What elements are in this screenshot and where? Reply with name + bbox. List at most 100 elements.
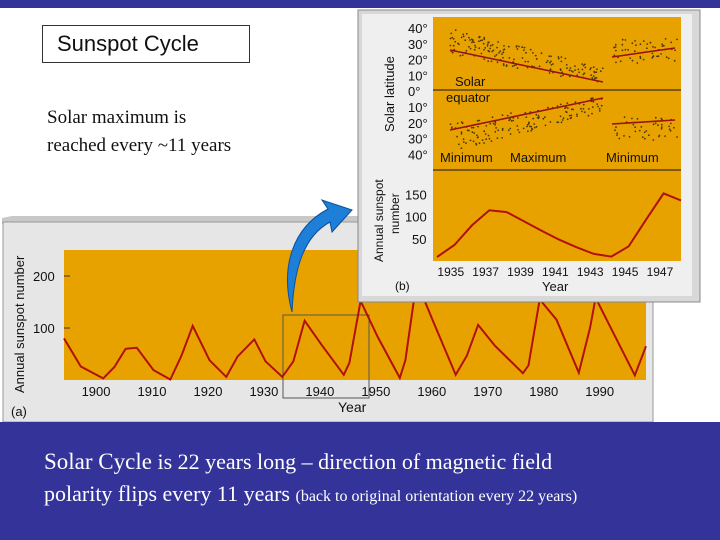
sunspot-dot: [660, 127, 663, 130]
sunspot-dot: [574, 69, 576, 71]
panel-b: 40°30°20°10°0°10°20°30°40° Solar latitud…: [357, 9, 701, 303]
sunspot-dot: [676, 38, 678, 41]
sunspot-dot: [495, 127, 497, 129]
sunspot-dot: [584, 66, 587, 69]
sunspot-dot: [578, 71, 580, 74]
sunspot-dot: [583, 72, 586, 75]
panel-a-label: (a): [11, 404, 27, 419]
sunspot-dot: [486, 43, 489, 46]
sunspot-dot: [478, 40, 480, 43]
latitude-tick: 40°: [408, 147, 428, 162]
sunspot-dot: [516, 125, 519, 127]
sunspot-dot: [518, 45, 520, 48]
panel-b-label: (b): [395, 279, 410, 293]
sunspot-dot: [632, 123, 635, 126]
sunspot-dot: [621, 38, 624, 41]
sunspot-dot: [529, 48, 532, 51]
panel-a-xtick: 1970: [473, 384, 502, 399]
panel-a-ytick: 100: [33, 321, 55, 336]
panel-b-xtick: 1945: [612, 265, 639, 279]
solar-equator-label-1: Solar: [455, 74, 486, 89]
sunspot-dot: [532, 52, 534, 54]
sunspot-dot: [460, 121, 463, 124]
sunspot-dot: [583, 111, 586, 114]
sunspot-dot: [528, 121, 530, 124]
sunspot-dot: [676, 136, 678, 138]
sunspot-dot: [559, 69, 562, 71]
sunspot-dot: [454, 29, 457, 31]
caption-part-3: polarity flips every 11 years: [44, 481, 296, 506]
sunspot-dot: [465, 32, 468, 35]
phase-label-maximum: Maximum: [510, 150, 566, 165]
sunspot-dot: [665, 56, 668, 59]
sunspot-dot: [494, 123, 496, 126]
sunspot-dot: [557, 121, 560, 124]
sunspot-dot: [533, 126, 536, 129]
sunspot-dot: [600, 104, 603, 107]
sunspot-dot: [576, 115, 578, 117]
sunspot-dot: [513, 58, 515, 61]
sunspot-dot: [639, 43, 642, 46]
sunspot-dot: [621, 43, 624, 46]
sunspot-dot: [464, 39, 467, 42]
sunspot-dot: [525, 116, 528, 118]
sunspot-dot: [589, 68, 591, 71]
sunspot-dot: [566, 67, 568, 70]
zoom-highlight-box: [282, 314, 370, 399]
sunspot-dot: [509, 133, 512, 135]
sunspot-dot: [670, 41, 673, 44]
sunspot-dot: [590, 74, 593, 77]
sunspot-dot: [523, 49, 525, 51]
sunspot-dot: [596, 68, 598, 71]
sunspot-dot: [582, 108, 585, 110]
sunspot-dot: [483, 58, 486, 60]
sunspot-dot: [648, 134, 650, 137]
panel-b-xlabel: Year: [542, 279, 569, 294]
sunspot-dot: [645, 130, 648, 132]
sunspot-dot: [559, 103, 562, 106]
panel-a-xtick: 1980: [529, 384, 558, 399]
sunspot-dot: [591, 97, 594, 100]
caption-part-2: is 22 years long – direction of magnetic…: [151, 449, 553, 474]
sunspot-dot: [517, 117, 519, 119]
latitude-tick: 40°: [408, 21, 428, 36]
sunspot-dot: [658, 134, 661, 137]
sunspot-dot: [560, 60, 563, 63]
sunspot-dot: [462, 141, 465, 143]
sunspot-dot: [491, 44, 494, 46]
sunspot-dot: [631, 59, 634, 62]
sunspot-dot: [486, 45, 489, 47]
caption-text: Solar Cycle is 22 years long – direction…: [44, 446, 704, 513]
sunspot-dot: [495, 53, 498, 56]
sunspot-dot: [460, 147, 463, 150]
sunspot-dot: [582, 64, 585, 67]
sunspot-dot: [601, 67, 604, 70]
sunspot-dot: [550, 60, 552, 63]
sunspot-dot: [557, 56, 560, 58]
phase-label-minimum-2: Minimum: [606, 150, 659, 165]
sunspot-dot: [530, 125, 532, 128]
sunspot-dot: [483, 48, 485, 51]
sunspot-dot: [489, 122, 492, 125]
sunspot-dot: [488, 137, 491, 140]
sunspot-dot: [548, 72, 551, 74]
sunspot-dot: [660, 53, 662, 55]
sunspot-dot: [562, 74, 564, 77]
sunspot-dot: [562, 117, 565, 119]
sunspot-dot: [634, 130, 637, 133]
sunspot-dot: [476, 134, 478, 137]
sunspot-dot: [568, 69, 571, 72]
sunspot-dot: [476, 136, 479, 139]
sunspot-dot: [507, 45, 510, 48]
sunspot-dot: [640, 126, 643, 128]
sunspot-dot: [516, 48, 519, 50]
sunspot-dot: [580, 107, 582, 110]
sunspot-dot: [570, 116, 573, 119]
sunspot-dot: [507, 129, 510, 132]
sunspot-dot: [477, 125, 479, 128]
sunspot-dot: [668, 125, 670, 128]
sunspot-dot: [456, 122, 459, 125]
sunspot-dot: [557, 57, 560, 60]
sunspot-dot: [548, 55, 551, 58]
sunspot-dot: [623, 135, 625, 137]
